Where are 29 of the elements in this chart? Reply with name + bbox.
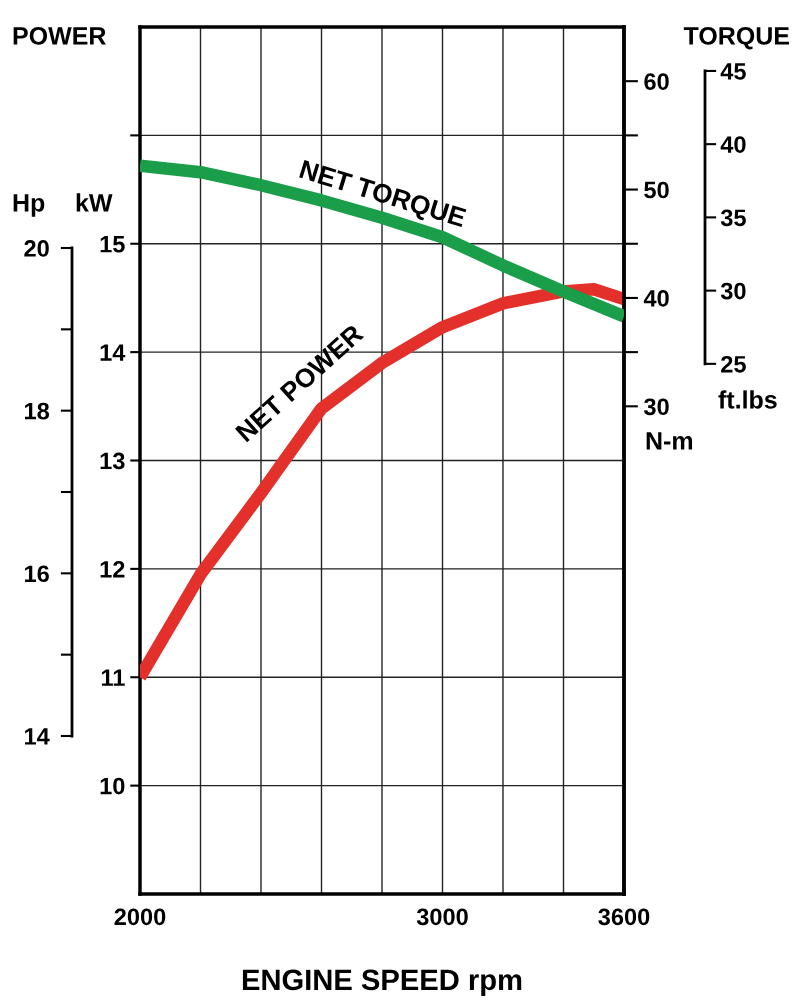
text: 18 [25,402,50,420]
x-tick-label: 2000 [114,908,166,926]
y-tick-label: 15 [100,236,125,253]
y3-tick-label: 35 [720,209,746,227]
y-tick-label: 10 [100,777,125,795]
y2-tick-label: 40 [643,290,669,307]
y-axis-title: kW [76,193,113,212]
text: 16 [25,565,49,583]
y3-tick-label: 30 [720,282,746,300]
x-axis-title: ENGINE SPEED rpm [242,969,522,996]
text: 14 [25,728,50,745]
y3-tick-label: 45 [720,63,746,80]
text: TORQUE [683,27,790,50]
y2-axis-title: N-m [646,432,693,450]
y2-tick-label: 30 [643,398,669,416]
text: POWER [13,27,106,45]
y2-tick-label: 50 [644,181,669,199]
y-tick-label: 13 [100,452,125,470]
text: 20 [24,240,49,257]
y2-tick-label: 60 [644,73,669,90]
x-tick-label: 3600 [598,908,650,926]
y-tick-label: 14 [100,344,126,361]
y3-tick-label: 25 [721,355,746,373]
y3-tick-label: 40 [720,136,746,153]
text: Hp [13,194,45,217]
y3-axis-title: ft.lbs [718,390,777,409]
y-tick-label: 12 [100,560,125,578]
x-tick-label: 3000 [416,908,468,926]
y-tick-label: 11 [101,669,125,686]
